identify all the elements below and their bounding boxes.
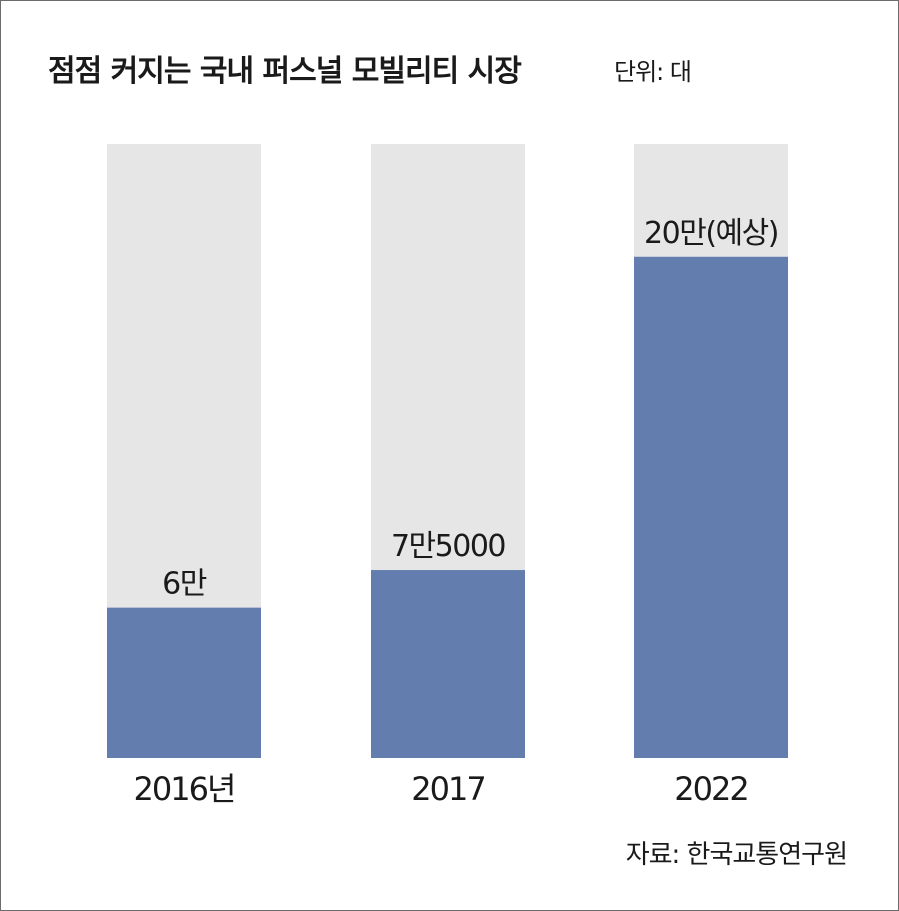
bar-0 [107, 607, 261, 758]
chart-title: 점점 커지는 국내 퍼스널 모빌리티 시장 [48, 54, 522, 89]
bar-1 [371, 570, 525, 758]
bar-value-label-0: 6만 [162, 567, 207, 602]
category-label-2: 2022 [674, 770, 747, 808]
source-note: 자료: 한국교통연구원 [625, 840, 848, 870]
category-label-0: 2016년 [134, 770, 235, 808]
bar-2 [634, 256, 788, 758]
bar-value-label-1: 7만5000 [391, 529, 505, 564]
bar-value-label-2: 20만(예상) [644, 216, 778, 251]
unit-label: 단위: 대 [614, 58, 692, 86]
category-label-1: 2017 [411, 770, 484, 808]
